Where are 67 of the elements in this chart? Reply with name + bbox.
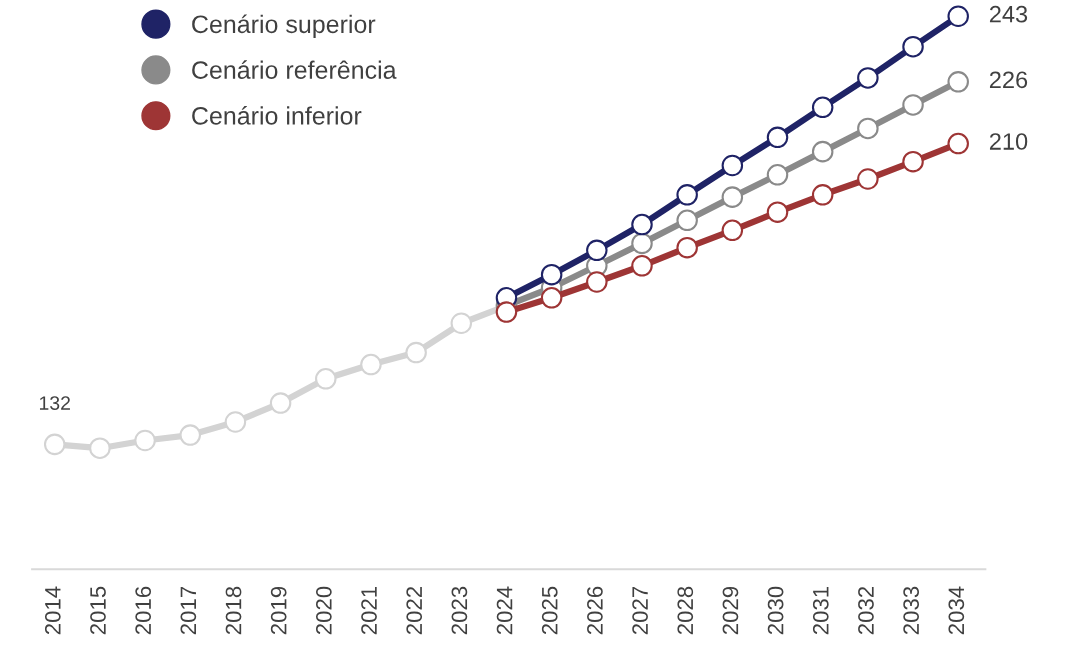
data-label: 243 [989, 5, 1028, 23]
point [766, 126, 789, 149]
x-tick-label: 2029 [722, 586, 739, 635]
legend-label: Cenário referência [192, 60, 397, 79]
point [947, 5, 969, 28]
point [224, 411, 247, 433]
data-label: 210 [989, 133, 1028, 150]
point [360, 353, 382, 376]
x-tick-label: 2025 [541, 586, 558, 635]
point [540, 263, 563, 286]
legend-label: Cenário inferior [192, 106, 362, 125]
point [89, 437, 111, 459]
x-tick-label: 2023 [451, 586, 468, 635]
x-tick-label: 2027 [632, 586, 648, 635]
point [721, 186, 744, 208]
point [857, 117, 879, 140]
x-tick-label: 2015 [90, 586, 106, 635]
data-label: 226 [989, 71, 1028, 89]
point [676, 184, 698, 206]
point [134, 429, 156, 452]
point [811, 140, 834, 163]
x-tick-label: 2028 [677, 586, 694, 635]
point [269, 392, 292, 414]
point [766, 164, 789, 186]
x-tick-label: 2019 [270, 586, 287, 635]
point [315, 368, 337, 390]
point [857, 67, 879, 89]
point [766, 201, 789, 223]
x-tick-label: 2022 [406, 586, 423, 635]
point [495, 301, 518, 323]
point [902, 94, 924, 116]
point [43, 433, 66, 456]
x-tick-label: 2018 [225, 586, 242, 635]
x-tick-label: 2030 [767, 586, 784, 635]
point [586, 271, 608, 293]
point [405, 341, 427, 364]
point [902, 150, 924, 173]
x-tick-label: 2020 [316, 586, 332, 635]
point [857, 168, 879, 190]
x-tick-label: 2014 [44, 586, 61, 635]
point [721, 219, 744, 242]
x-tick-label: 2031 [812, 586, 829, 635]
x-tick-label: 2034 [948, 586, 965, 635]
x-tick-label: 2033 [903, 586, 920, 635]
x-tick-label: 2016 [135, 586, 152, 635]
point [947, 71, 969, 93]
x-tick-label: 2017 [180, 586, 197, 635]
point [631, 232, 653, 255]
x-tick-label: 2032 [858, 586, 874, 635]
point [902, 35, 924, 58]
point [947, 132, 969, 155]
x-tick-label: 2026 [587, 586, 603, 635]
point [540, 287, 563, 309]
point [631, 213, 653, 236]
point [676, 236, 698, 259]
x-tick-label: 2021 [361, 586, 377, 635]
point [631, 255, 653, 277]
point [586, 239, 608, 262]
point [450, 312, 473, 335]
point [721, 154, 744, 177]
data-label: 132 [39, 396, 70, 410]
point [811, 96, 834, 119]
point [676, 209, 698, 232]
x-tick-label: 2024 [496, 586, 513, 635]
point [179, 424, 201, 446]
legend-label: Cenário superior [192, 14, 376, 39]
point [811, 184, 834, 206]
